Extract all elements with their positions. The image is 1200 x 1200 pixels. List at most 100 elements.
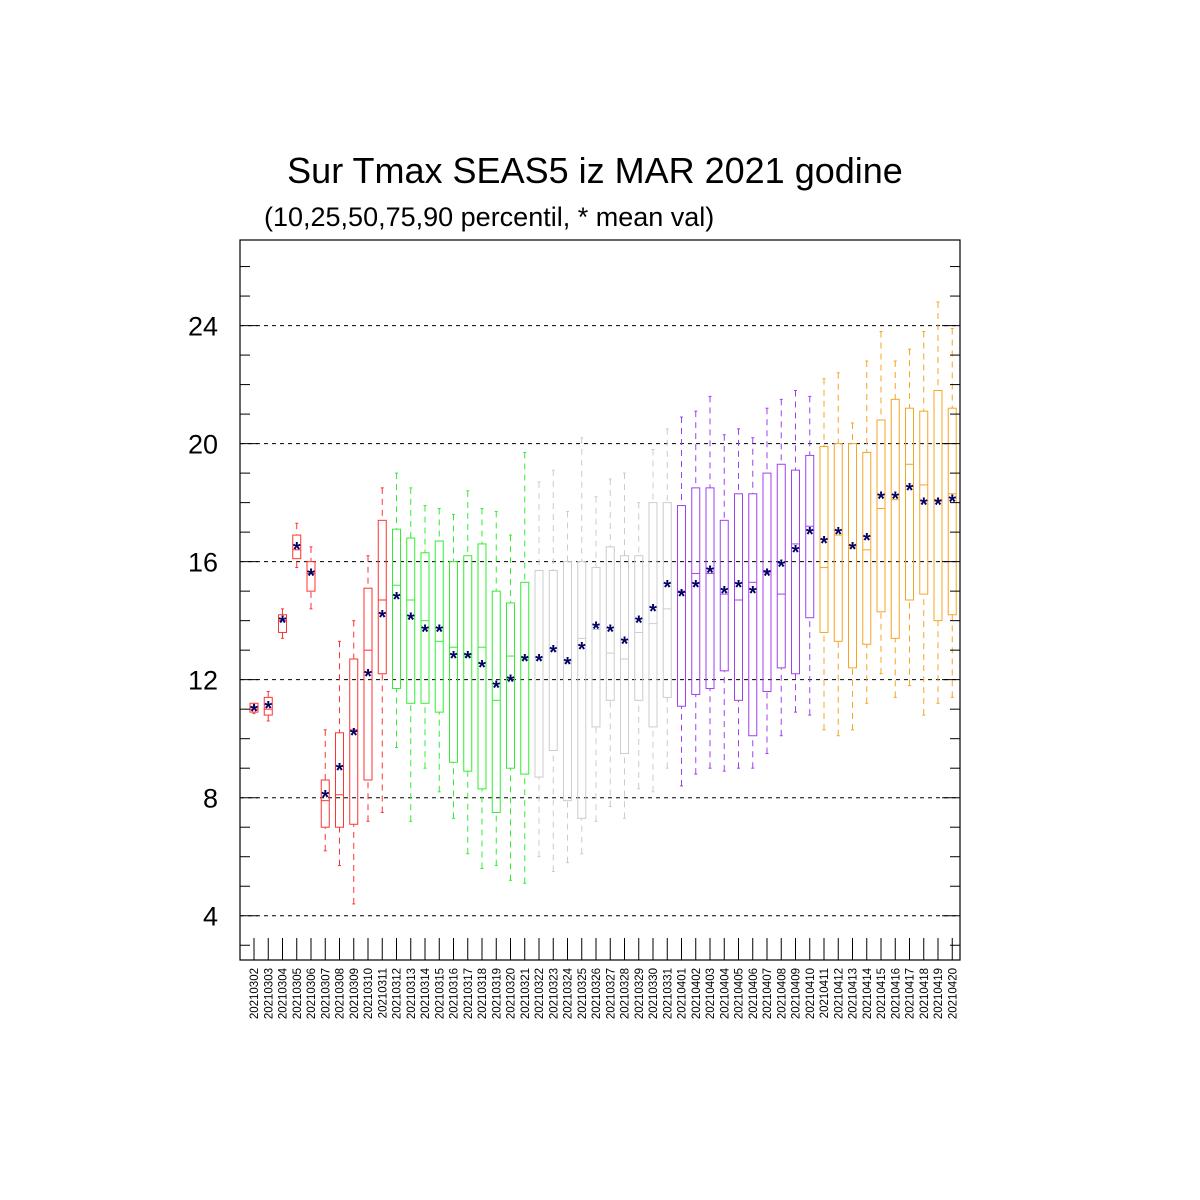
mean-marker: * (592, 619, 600, 641)
x-tick-label: 20210322 (534, 968, 546, 1019)
x-tick-label: 20210416 (890, 968, 902, 1019)
box-20210404 (719, 434, 729, 772)
mean-marker: * (678, 586, 686, 608)
box-iqr (335, 732, 344, 828)
box-20210308 (335, 640, 344, 867)
box-iqr (420, 552, 430, 704)
mean-marker: * (720, 583, 728, 605)
mean-marker: * (820, 533, 828, 555)
mean-marker: * (920, 495, 928, 517)
box-iqr (620, 555, 629, 754)
x-tick-label: 20210309 (349, 968, 361, 1019)
mean-marker: * (806, 524, 814, 546)
box-20210402 (691, 410, 701, 775)
box-iqr (705, 487, 715, 690)
mean-marker: * (492, 678, 500, 700)
box-20210414 (862, 360, 872, 704)
box-iqr (819, 446, 829, 633)
box-iqr (506, 602, 515, 769)
box-20210303 (263, 690, 273, 722)
box-20210415 (876, 330, 886, 675)
x-tick-label: 20210329 (634, 968, 646, 1019)
box-20210315 (434, 508, 444, 793)
box-20210327 (605, 478, 615, 808)
x-tick-label: 20210420 (947, 968, 959, 1019)
mean-marker: * (507, 672, 515, 694)
y-tick-label: 24 (188, 312, 218, 342)
box-iqr (263, 696, 273, 716)
box-20210401 (677, 416, 686, 787)
mean-marker: * (307, 565, 315, 587)
x-tick-label: 20210325 (577, 968, 589, 1019)
box-20210302 (249, 702, 259, 715)
box-20210328 (620, 472, 629, 819)
box-20210330 (648, 449, 658, 793)
box-20210307 (320, 729, 330, 852)
mean-marker: * (393, 589, 401, 611)
mean-marker: * (649, 601, 657, 623)
mean-markers-layer: * * * * * * * * * * * * * * * * * * * * * * * * * * * * * * * * * * * * * * * *… (250, 480, 956, 809)
box-iqr (791, 469, 800, 675)
x-tick-label: 20210310 (363, 968, 375, 1019)
box-iqr (591, 567, 601, 728)
x-tick-label: 20210303 (263, 968, 275, 1019)
box-iqr (349, 658, 359, 825)
box-iqr (905, 407, 914, 601)
box-iqr (249, 702, 259, 713)
x-tick-label: 20210415 (876, 968, 888, 1019)
box-20210311 (377, 487, 387, 813)
y-tick-label: 16 (188, 548, 218, 578)
mean-marker: * (293, 539, 301, 561)
box-20210304 (278, 608, 287, 639)
mean-marker: * (763, 565, 771, 587)
mean-marker: * (877, 489, 885, 511)
box-20210309 (349, 620, 359, 905)
x-tick-label: 20210316 (449, 968, 461, 1019)
box-iqr (862, 451, 872, 645)
x-tick-label: 20210302 (249, 968, 261, 1019)
mean-marker: * (777, 557, 785, 579)
mean-marker: * (834, 524, 842, 546)
box-iqr (306, 561, 316, 592)
mean-marker: * (692, 577, 700, 599)
mean-marker: * (906, 480, 914, 502)
box-iqr (548, 569, 558, 751)
box-20210326 (591, 496, 601, 822)
box-20210324 (563, 510, 572, 864)
box-iqr (363, 587, 373, 781)
box-20210313 (406, 487, 416, 822)
box-iqr (890, 398, 900, 639)
box-iqr (691, 487, 701, 695)
mean-marker: * (792, 542, 800, 564)
box-iqr (406, 537, 416, 704)
mean-marker: * (706, 562, 714, 584)
box-iqr (833, 443, 843, 642)
box-20210314 (420, 505, 430, 769)
box-20210317 (463, 490, 473, 855)
box-20210409 (791, 389, 800, 713)
mean-marker: * (321, 787, 329, 809)
mean-marker: * (350, 725, 358, 747)
box-iqr (278, 614, 287, 633)
mean-marker: * (663, 577, 671, 599)
box-iqr (848, 443, 857, 669)
mean-marker: * (535, 651, 543, 673)
x-tick-label: 20210307 (320, 968, 332, 1019)
box-20210305 (292, 522, 302, 569)
box-20210413 (848, 422, 857, 731)
mean-marker: * (549, 642, 557, 664)
chart-title: Sur Tmax SEAS5 iz MAR 2021 godine (287, 150, 903, 191)
y-tick-label: 12 (188, 666, 218, 696)
box-iqr (805, 454, 815, 619)
x-tick-label: 20210417 (905, 968, 917, 1019)
x-tick-label: 20210409 (791, 968, 803, 1019)
box-iqr (377, 519, 387, 675)
chart-subtitle: (10,25,50,75,90 percentil, * mean val) (264, 202, 715, 232)
x-tick-label: 20210317 (463, 968, 475, 1019)
mean-marker: * (478, 657, 486, 679)
box-iqr (662, 502, 672, 698)
box-iqr (876, 419, 886, 613)
x-tick-label: 20210418 (919, 968, 931, 1019)
